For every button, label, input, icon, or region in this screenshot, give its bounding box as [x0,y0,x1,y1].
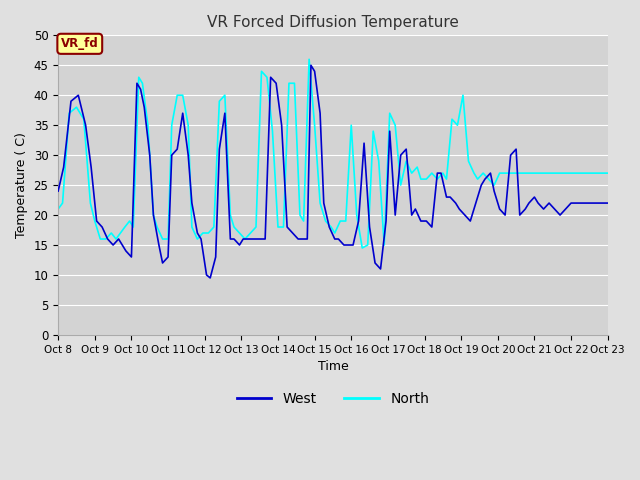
Title: VR Forced Diffusion Temperature: VR Forced Diffusion Temperature [207,15,459,30]
Text: VR_fd: VR_fd [61,37,99,50]
Y-axis label: Temperature ( C): Temperature ( C) [15,132,28,238]
Legend: West, North: West, North [231,387,435,412]
X-axis label: Time: Time [317,360,348,373]
